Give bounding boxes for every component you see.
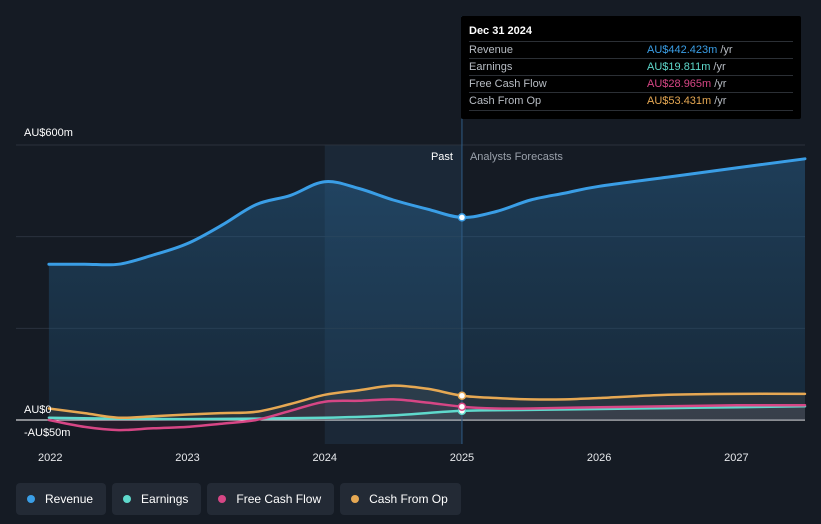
tooltip-value: AU$19.811m: [647, 61, 711, 73]
earnings-line: [47, 405, 807, 421]
tooltip-unit: /yr: [714, 95, 727, 107]
tooltip-value-fcf: AU$28.965m/yr: [647, 78, 726, 90]
tooltip-unit: /yr: [713, 61, 726, 73]
legend: Revenue Earnings Free Cash Flow Cash Fro…: [16, 483, 461, 515]
tooltip-value-earnings: AU$19.811m/yr: [647, 61, 726, 73]
y-axis-label: AU$0: [24, 404, 52, 416]
legend-label: Cash From Op: [369, 492, 448, 506]
legend-item-cash-from-op[interactable]: Cash From Op: [340, 483, 461, 515]
tooltip-row-cfo: Cash From Op AU$53.431m/yr: [469, 92, 793, 111]
tooltip-unit: /yr: [714, 78, 727, 90]
free-cash-flow-dot-icon: [218, 495, 227, 503]
tooltip-row-revenue: Revenue AU$442.423m/yr: [469, 41, 793, 59]
tooltip-value: AU$442.423m: [647, 44, 718, 56]
cash-from-op-marker: [457, 391, 467, 400]
legend-label: Revenue: [45, 492, 94, 506]
cash-from-op-line: [47, 384, 807, 420]
past-region-label: Past: [431, 151, 453, 163]
tooltip-date: Dec 31 2024: [469, 25, 532, 37]
tooltip-label: Earnings: [469, 61, 513, 73]
tooltip-row-earnings: Earnings AU$19.811m/yr: [469, 58, 793, 76]
x-tick-labels: 2022 2023 2024 2025 2026 2027: [38, 452, 749, 464]
x-tick-label: 2022: [38, 452, 62, 464]
revenue-dot-icon: [27, 495, 35, 503]
tooltip-unit: /yr: [720, 44, 733, 56]
tooltip: Dec 31 2024 Revenue AU$442.423m/yr Earni…: [461, 16, 801, 119]
y-axis-labels: AU$600m AU$0 -AU$50m: [24, 127, 73, 439]
x-tick-label: 2023: [175, 452, 199, 464]
free-cash-flow-line: [47, 398, 807, 432]
tooltip-row-fcf: Free Cash Flow AU$28.965m/yr: [469, 75, 793, 93]
highlight-markers: [457, 213, 467, 416]
cash-from-op-dot-icon: [351, 495, 360, 503]
x-tick-label: 2024: [312, 452, 336, 464]
earnings-dot-icon: [123, 495, 132, 503]
tooltip-value: AU$28.965m: [647, 78, 712, 90]
legend-item-revenue[interactable]: Revenue: [16, 483, 107, 515]
series-lines: [47, 157, 807, 432]
x-tick-label: 2026: [587, 452, 611, 464]
tooltip-label: Revenue: [469, 44, 514, 56]
legend-label: Earnings: [141, 492, 189, 506]
legend-item-earnings[interactable]: Earnings: [112, 483, 202, 515]
forecast-region-label: Analysts Forecasts: [470, 151, 563, 163]
tooltip-value-cfo: AU$53.431m/yr: [647, 95, 726, 107]
x-tick-label: 2025: [450, 452, 474, 464]
chart-svg: 2022 2023 2024 2025 2026 2027 AU$600m AU$0 -AU$…: [16, 16, 807, 464]
revenue-marker: [457, 213, 467, 222]
revenue-area: [48, 158, 805, 421]
legend-item-free-cash-flow[interactable]: Free Cash Flow: [207, 483, 335, 515]
free-cash-flow-marker: [457, 402, 467, 411]
revenue-line: [47, 157, 807, 267]
y-axis-label: AU$600m: [24, 127, 73, 139]
legend-label: Free Cash Flow: [236, 492, 322, 506]
y-axis-label: -AU$50m: [24, 427, 70, 439]
tooltip-value: AU$53.431m: [647, 95, 712, 107]
tooltip-label: Cash From Op: [469, 95, 542, 107]
tooltip-label: Free Cash Flow: [469, 78, 547, 90]
x-tick-label: 2027: [724, 452, 748, 464]
tooltip-value-revenue: AU$442.423m/yr: [647, 44, 733, 56]
